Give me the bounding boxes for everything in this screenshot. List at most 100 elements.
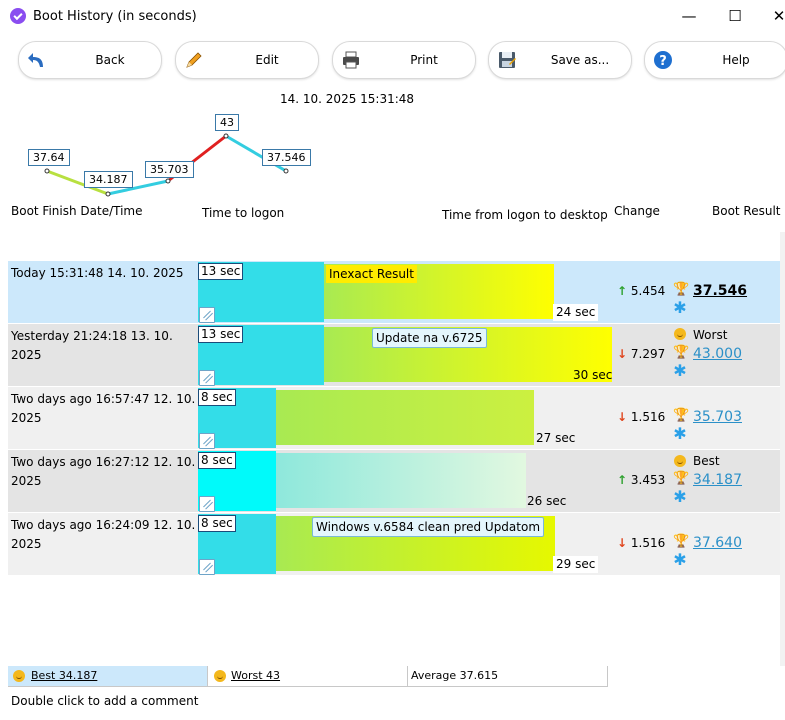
maximize-button[interactable]: ☐ [728,7,742,25]
edit-label: Edit [255,53,279,67]
save-as-label: Save as... [550,53,610,67]
snowflake-icon: ✱ [673,361,687,380]
row-comment[interactable]: Inexact Result [326,265,417,283]
boot-result[interactable]: 34.187 [693,472,742,488]
spark-label: 37.546 [262,149,311,166]
total-time: 24 sec [553,304,599,321]
pencil-icon [186,52,202,68]
window-title: Boot History (in seconds) [33,9,197,24]
print-button[interactable]: Print [332,41,476,79]
down-arrow-icon: ↓ [617,410,628,424]
back-arrow-icon [28,53,43,67]
up-arrow-icon: ↑ [617,473,628,487]
summary-average: Average 37.615 [408,666,608,687]
summary-best[interactable]: Best 34.187 [8,666,208,687]
current-boot-datestamp: 14. 10. 2025 15:31:48 [280,92,415,106]
table-row[interactable]: Two days ago 16:24:09 12. 10. 2025 8 sec… [8,513,780,575]
save-as-button[interactable]: Save as... [488,41,632,79]
summary-worst[interactable]: Worst 43 [208,666,408,687]
change-value: ↑ 5.454 [617,283,665,299]
table-row[interactable]: Two days ago 16:57:47 12. 10. 2025 8 sec… [8,387,780,449]
best-face-icon [13,670,25,682]
table-row[interactable]: Yesterday 21:24:18 13. 10. 2025 13 sec U… [8,324,780,386]
spark-point [283,168,289,174]
minimize-button[interactable]: — [681,7,697,25]
summary-average-text: Average 37.615 [411,669,499,682]
column-header-date[interactable]: Boot Finish Date/Time [11,204,143,218]
print-label: Print [410,53,438,67]
comment-edit-icon[interactable] [199,370,215,386]
spark-label: 35.703 [145,161,194,178]
row-comment[interactable]: Update na v.6725 [372,328,487,348]
change-number: 3.453 [630,473,666,487]
trophy-icon: 🏆 [673,408,690,423]
trophy-icon: 🏆 [673,282,690,297]
change-value: ↑ 3.453 [617,472,665,488]
up-arrow-icon: ↑ [617,284,628,298]
help-label: Help [722,53,750,67]
column-header-change[interactable]: Change [614,204,660,218]
back-label: Back [95,53,125,67]
logon-time: 8 sec [198,452,236,469]
table-row[interactable]: Today 15:31:48 14. 10. 2025 13 sec Inexa… [8,261,780,323]
change-number: 1.516 [630,410,666,424]
logon-time: 8 sec [198,389,236,406]
snowflake-icon: ✱ [673,550,687,569]
edit-button[interactable]: Edit [175,41,319,79]
comment-edit-icon[interactable] [199,496,215,512]
comment-edit-icon[interactable] [199,433,215,449]
summary-bar: Best 34.187 Worst 43 Average 37.615 [8,666,780,687]
comment-edit-icon[interactable] [199,559,215,575]
total-time: 29 sec [553,556,599,573]
logon-time: 13 sec [198,263,244,280]
row-comment[interactable]: Windows v.6584 clean pred Updatom [312,517,545,537]
column-header-desktop[interactable]: Time from logon to desktop [442,208,608,222]
table-row[interactable]: Two days ago 16:27:12 12. 10. 2025 8 sec… [8,450,780,512]
comment-edit-icon[interactable] [199,307,215,323]
vertical-scrollbar[interactable] [780,232,785,666]
change-number: 5.454 [630,284,666,298]
row-date: Two days ago 16:24:09 12. 10. 2025 [11,518,196,551]
change-value: ↓ 7.297 [617,346,665,362]
spark-point [105,191,111,197]
snowflake-icon: ✱ [673,298,687,317]
summary-best-text: Best 34.187 [31,669,98,682]
printer-icon [343,51,359,69]
help-icon: ? [654,51,672,69]
spark-point [223,133,229,139]
worst-face-icon [674,328,686,340]
boot-result[interactable]: 37.640 [693,535,742,551]
total-time: 26 sec [527,494,567,508]
column-header-result[interactable]: Boot Result [712,204,781,218]
boot-result[interactable]: 43.000 [693,346,742,362]
trophy-icon: 🏆 [673,534,690,549]
change-number: 7.297 [630,347,666,361]
snowflake-icon: ✱ [673,424,687,443]
close-button[interactable]: ✕ [772,7,785,25]
desktop-bar [276,453,526,508]
spark-segment [46,169,109,196]
boot-result[interactable]: 37.546 [693,283,748,299]
row-date: Today 15:31:48 14. 10. 2025 [11,266,184,280]
spark-segment [107,179,169,196]
logon-time: 13 sec [198,326,244,343]
change-number: 1.516 [630,536,666,550]
row-date: Yesterday 21:24:18 13. 10. 2025 [11,329,173,362]
best-tag: Best [693,454,720,468]
spark-point [44,168,50,174]
help-button[interactable]: ? Help [644,41,785,79]
column-header-logon[interactable]: Time to logon [202,206,285,220]
desktop-bar [276,390,534,445]
spark-label: 34.187 [84,171,133,188]
spark-point [165,178,171,184]
row-date: Two days ago 16:57:47 12. 10. 2025 [11,392,196,425]
change-value: ↓ 1.516 [617,409,665,425]
total-time: 30 sec [573,368,613,382]
summary-worst-text: Worst 43 [231,669,281,682]
svg-text:?: ? [659,54,667,69]
down-arrow-icon: ↓ [617,347,628,361]
back-button[interactable]: Back [18,41,162,79]
boot-result[interactable]: 35.703 [693,409,742,425]
trophy-icon: 🏆 [673,345,690,360]
status-hint: Double click to add a comment [11,694,199,708]
